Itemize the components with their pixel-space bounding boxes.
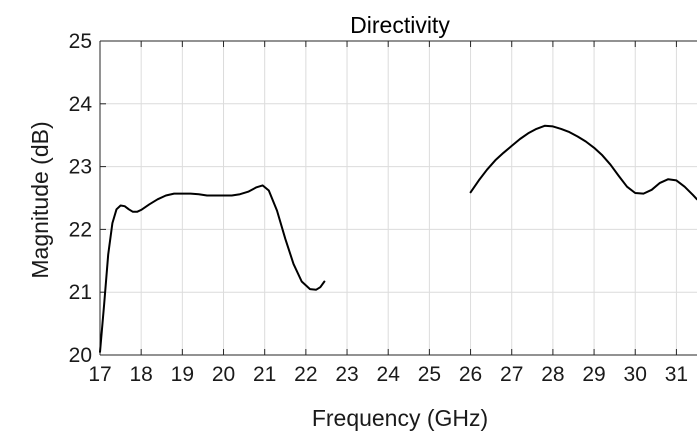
x-tick-label: 22	[294, 363, 317, 386]
grid	[100, 41, 697, 355]
x-axis-title: Frequency (GHz)	[312, 405, 488, 431]
x-tick-label: 23	[335, 363, 358, 386]
y-tick-label: 23	[69, 156, 92, 179]
x-tick-label: 21	[253, 363, 276, 386]
x-tick-label: 17	[88, 363, 111, 386]
y-tick-label: 25	[69, 30, 92, 53]
x-tick-label: 26	[459, 363, 482, 386]
x-tick-label: 19	[171, 363, 194, 386]
x-tick-label: 25	[418, 363, 441, 386]
x-tick-label: 27	[500, 363, 523, 386]
x-tick-label: 18	[129, 363, 152, 386]
x-tick-label: 28	[541, 363, 564, 386]
series-line-1	[99, 184, 326, 353]
y-tick-label: 24	[69, 93, 93, 116]
x-tick-label: 24	[377, 363, 401, 386]
plot-axes	[99, 40, 697, 356]
y-tick-label: 20	[69, 344, 92, 367]
y-axis-title: Magnitude (dB)	[27, 121, 53, 278]
x-tick-label: 20	[212, 363, 235, 386]
tick-labels: 17 18 19 20 21 22 23 24 25 26 27 28 29 30 31 20 21 22 23 24…	[69, 30, 688, 386]
y-tick-label: 22	[69, 218, 92, 241]
series-line-2	[469, 124, 697, 201]
x-tick-label: 29	[582, 363, 605, 386]
series-group	[99, 124, 697, 353]
x-tick-label: 30	[624, 363, 647, 386]
x-tick-label: 31	[665, 363, 688, 386]
y-tick-label: 21	[69, 281, 92, 304]
chart-title: Directivity	[350, 12, 450, 38]
